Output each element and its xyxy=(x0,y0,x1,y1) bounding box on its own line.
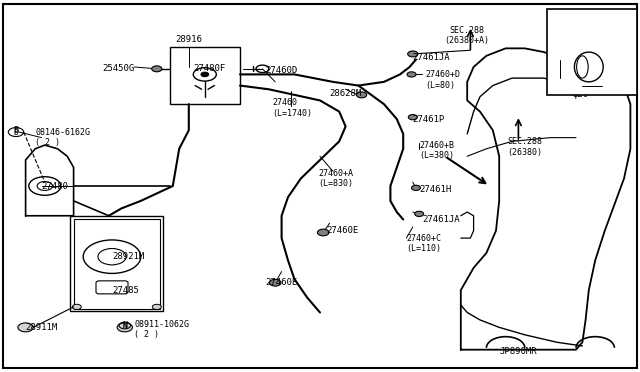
Circle shape xyxy=(269,279,281,286)
Text: 27460+C
(L=110): 27460+C (L=110) xyxy=(406,234,442,253)
Circle shape xyxy=(18,323,33,332)
Text: 27461P: 27461P xyxy=(413,115,445,124)
Circle shape xyxy=(72,304,81,310)
Circle shape xyxy=(201,72,209,77)
Text: 27460+A
(L=830): 27460+A (L=830) xyxy=(319,169,353,188)
Text: B: B xyxy=(13,126,19,135)
Text: SEC.288
(26380+A): SEC.288 (26380+A) xyxy=(445,26,490,45)
Circle shape xyxy=(152,304,161,310)
Text: 27460E: 27460E xyxy=(266,278,298,287)
Text: 64892J: 64892J xyxy=(595,29,627,38)
Text: 27461JA: 27461JA xyxy=(413,53,451,62)
Bar xyxy=(170,46,240,104)
Text: 27480: 27480 xyxy=(42,182,68,190)
Text: 27461H: 27461H xyxy=(419,185,451,194)
Circle shape xyxy=(415,211,424,217)
Bar xyxy=(70,216,163,311)
Bar xyxy=(547,9,637,95)
Circle shape xyxy=(408,115,417,120)
Text: SEC.288
(26380): SEC.288 (26380) xyxy=(508,137,542,157)
Text: 08146-6162G
( 2 ): 08146-6162G ( 2 ) xyxy=(35,128,90,147)
Circle shape xyxy=(412,185,420,190)
Text: JP890MR: JP890MR xyxy=(499,347,537,356)
Text: 28921M: 28921M xyxy=(112,252,144,261)
Text: 28628M: 28628M xyxy=(330,89,362,97)
Text: 27460+B
(L=380): 27460+B (L=380) xyxy=(419,141,454,160)
Text: 27460E: 27460E xyxy=(326,226,358,235)
Text: N: N xyxy=(123,323,127,328)
Text: 28916: 28916 xyxy=(175,35,202,44)
Text: 28911M: 28911M xyxy=(26,323,58,332)
Text: PLUG: PLUG xyxy=(573,16,595,25)
Text: 25450G: 25450G xyxy=(102,64,134,73)
Circle shape xyxy=(317,229,329,236)
Circle shape xyxy=(117,323,132,332)
Text: 27480F: 27480F xyxy=(194,64,226,73)
Text: 08911-1062G
( 2 ): 08911-1062G ( 2 ) xyxy=(134,320,189,339)
Circle shape xyxy=(408,51,418,57)
Text: 27460D: 27460D xyxy=(266,66,298,75)
Text: 27485: 27485 xyxy=(112,286,139,295)
Circle shape xyxy=(152,66,162,72)
Circle shape xyxy=(356,92,367,98)
Circle shape xyxy=(407,72,416,77)
Text: 27461JA: 27461JA xyxy=(422,215,460,224)
Text: φ20: φ20 xyxy=(573,90,589,99)
Text: B: B xyxy=(13,128,19,137)
Text: 27460+D
(L=80): 27460+D (L=80) xyxy=(426,70,461,90)
Text: 27460
(L=1740): 27460 (L=1740) xyxy=(272,98,312,118)
Text: N: N xyxy=(122,321,127,330)
